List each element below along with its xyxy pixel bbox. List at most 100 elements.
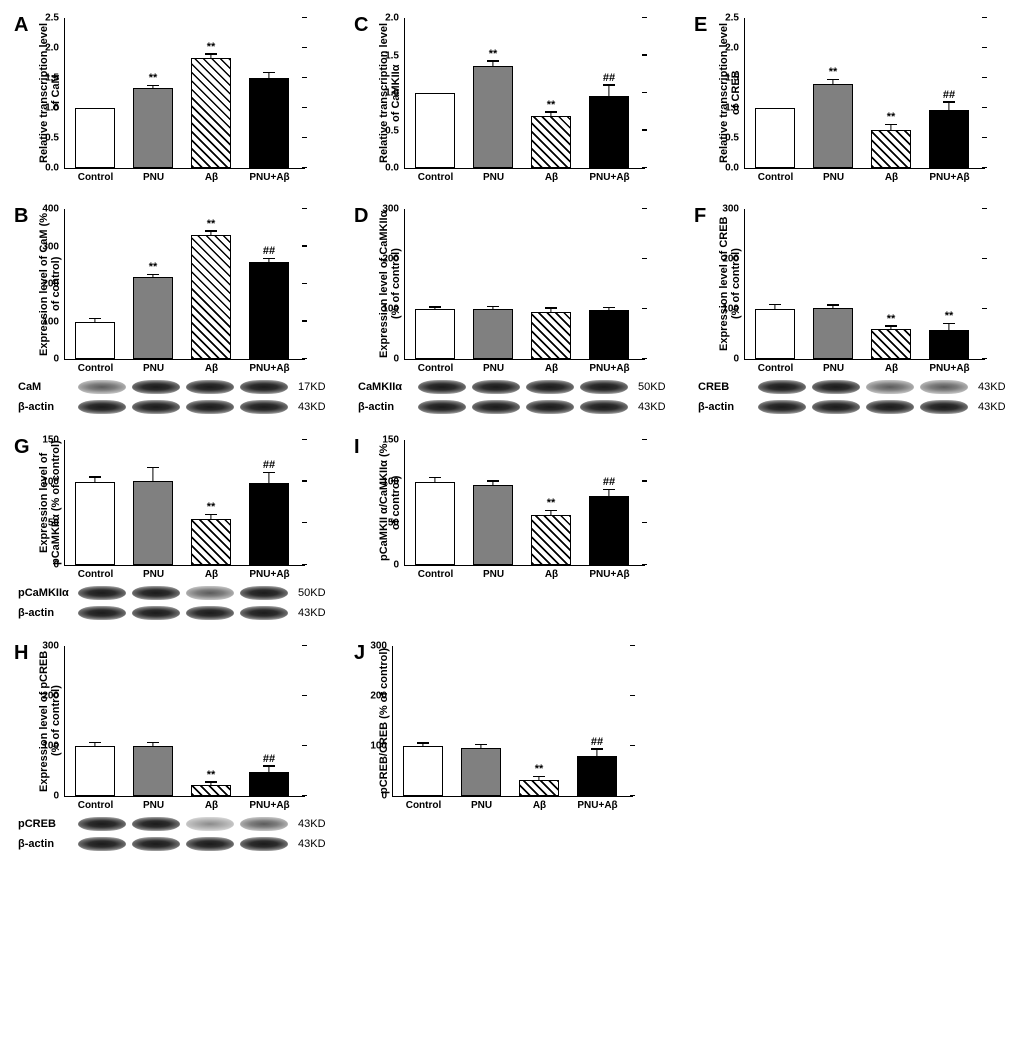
error-cap <box>147 274 159 275</box>
x-label-Aβ: Aβ <box>183 360 241 374</box>
panel-C: C Relative transcription level of CaMKIIα… <box>350 10 690 191</box>
band-lane-2 <box>186 380 234 394</box>
plot-area: 0.00.51.01.52.02.5****## <box>744 18 985 169</box>
band-lane-3 <box>240 817 288 831</box>
error-cap <box>263 258 275 259</box>
x-label-Aβ: Aβ <box>523 169 581 183</box>
chart-wrap: Expression level of CaM (% of control)01… <box>36 209 344 374</box>
y-tick-label: 300 <box>42 241 65 252</box>
x-labels: ControlPNUAβPNU+Aβ <box>406 566 646 580</box>
blot-lanes <box>418 380 628 394</box>
y-tick-mark <box>642 208 647 209</box>
y-axis-label: Expression level of CaMKIIα (% of contro… <box>376 209 404 359</box>
hatch-pattern <box>532 313 570 359</box>
significance-marker: ** <box>149 72 158 84</box>
band-lane-3 <box>240 837 288 851</box>
panel-label: C <box>354 14 368 37</box>
error-cap <box>147 85 159 86</box>
band-lane-1 <box>132 817 180 831</box>
error-cap <box>487 60 499 61</box>
bar-Control <box>415 309 455 359</box>
significance-marker: ** <box>207 769 216 781</box>
x-label-Aβ: Aβ <box>183 169 241 183</box>
y-axis-label: Expression level of pCaMKIIα (% of contr… <box>36 440 64 565</box>
molecular-weight: 50KD <box>638 381 666 393</box>
panel-H: HExpression level of pCREB (% of control… <box>10 638 350 859</box>
y-tick-mark <box>642 564 647 565</box>
bar-Aβ <box>531 312 571 360</box>
error-cap <box>769 304 781 305</box>
y-tick-label: 0.0 <box>725 163 745 174</box>
x-label-Aβ: Aβ <box>863 169 921 183</box>
blot-label: pCaMKIIα <box>18 587 78 599</box>
band-lane-0 <box>78 837 126 851</box>
x-labels: ControlPNUAβPNU+Aβ <box>746 360 986 374</box>
chart-wrap: pCREB/CREB (% of control)0100200300**##C… <box>376 646 684 811</box>
molecular-weight: 43KD <box>298 607 326 619</box>
error-cap <box>603 307 615 308</box>
bar-PNU+Aβ <box>589 310 629 359</box>
y-tick-label: 1.0 <box>385 88 405 99</box>
panel-label: D <box>354 205 368 228</box>
x-labels: ControlPNUAβPNU+Aβ <box>746 169 986 183</box>
y-tick-mark <box>642 439 647 440</box>
error-cap <box>89 742 101 743</box>
blot-lanes <box>758 380 968 394</box>
x-label-Control: Control <box>407 169 465 183</box>
y-tick-label: 0 <box>393 354 405 365</box>
error-cap <box>603 84 615 85</box>
panel-I: IpCaMKII α/CaMKIIα (% of control)0501001… <box>350 432 690 628</box>
plot-area: 0100200300 <box>404 209 645 360</box>
significance-marker: ** <box>535 763 544 775</box>
bar-PNU+Aβ <box>929 330 969 359</box>
y-tick-label: 2.0 <box>725 43 745 54</box>
chart-wrap: Relative transcription level of CaMKIIα0… <box>376 18 684 183</box>
significance-marker: ## <box>263 459 275 471</box>
bar-Control <box>403 746 443 796</box>
blot-lanes <box>78 837 288 851</box>
blot-label: β-actin <box>698 401 758 413</box>
bar-Control <box>755 108 795 168</box>
axis-area: 0100200300ControlPNUAβPNU+Aβ <box>404 209 646 374</box>
y-tick-mark <box>302 695 307 696</box>
chart-wrap: Expression level of pCaMKIIα (% of contr… <box>36 440 344 580</box>
x-label-PNU+Aβ: PNU+Aβ <box>241 566 299 580</box>
significance-marker: ** <box>887 111 896 123</box>
error-cap <box>89 476 101 477</box>
bar-PNU <box>473 66 513 168</box>
error-cap <box>89 318 101 319</box>
plot-area: 0100200300**** <box>744 209 985 360</box>
error-cap <box>545 111 557 112</box>
hatch-pattern <box>872 131 910 167</box>
blot-label: β-actin <box>18 607 78 619</box>
blot-label: CaMKIIα <box>358 381 418 393</box>
hatch-pattern <box>532 516 570 564</box>
error-bar <box>948 103 949 110</box>
x-label-Control: Control <box>747 169 805 183</box>
band-lane-3 <box>240 586 288 600</box>
significance-marker: ** <box>945 310 954 322</box>
bar-Aβ <box>191 519 231 565</box>
bar-PNU+Aβ <box>249 262 289 359</box>
band-lane-3 <box>240 400 288 414</box>
x-label-PNU: PNU <box>453 797 511 811</box>
x-label-Control: Control <box>67 797 125 811</box>
x-label-Control: Control <box>395 797 453 811</box>
y-tick-mark <box>982 17 987 18</box>
y-tick-mark <box>642 308 647 309</box>
error-cap <box>205 514 217 515</box>
bar-Aβ <box>191 235 231 360</box>
y-axis-label: Relative transcription level of CaM <box>36 18 64 168</box>
error-cap <box>533 776 545 777</box>
y-tick-mark <box>642 17 647 18</box>
significance-marker: ## <box>603 476 615 488</box>
significance-marker: ** <box>489 48 498 60</box>
x-labels: ControlPNUAβPNU+Aβ <box>406 169 646 183</box>
band-lane-1 <box>812 400 860 414</box>
bar-PNU <box>461 748 501 797</box>
empty-cell <box>690 638 1020 859</box>
significance-marker: ## <box>263 245 275 257</box>
blot-row-β-actin: β-actin43KD <box>698 400 1020 414</box>
blot-row-CaMKIIα: CaMKIIα 50KD <box>358 380 684 394</box>
y-tick-mark <box>982 137 987 138</box>
